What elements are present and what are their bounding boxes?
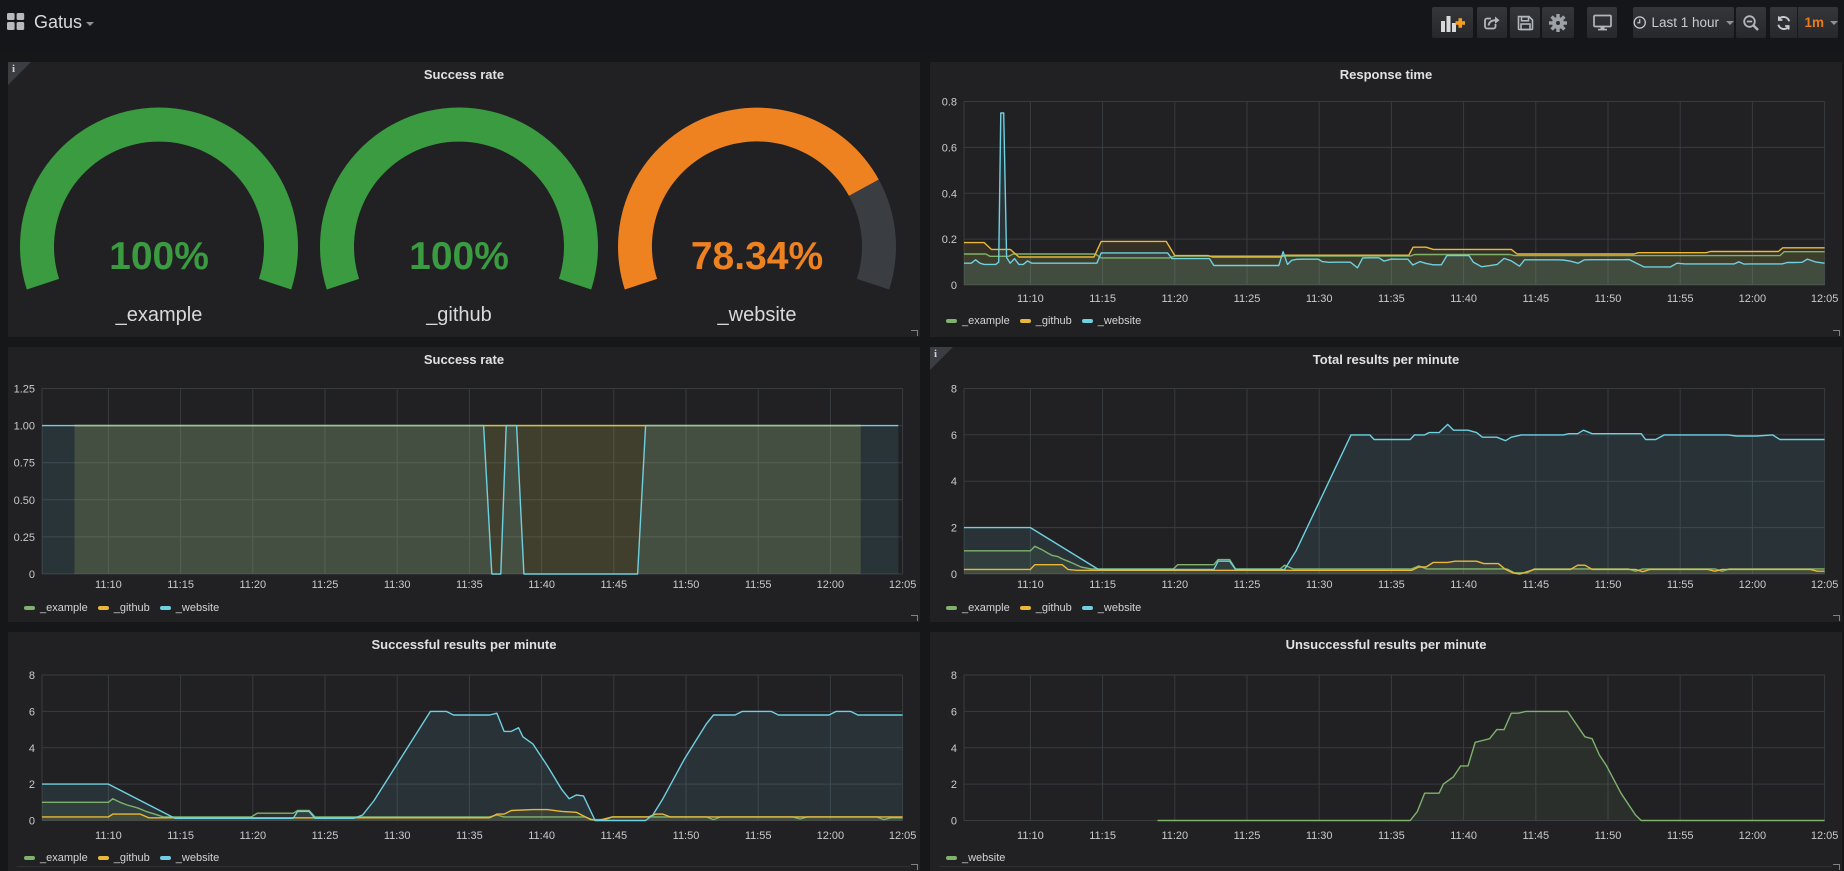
svg-text:11:45: 11:45: [1522, 830, 1549, 842]
svg-text:11:45: 11:45: [600, 579, 627, 591]
svg-text:8: 8: [951, 384, 957, 396]
svg-text:11:30: 11:30: [1306, 293, 1333, 305]
svg-text:11:35: 11:35: [1378, 293, 1405, 305]
svg-text:11:30: 11:30: [1306, 579, 1333, 591]
svg-text:11:40: 11:40: [528, 579, 555, 591]
svg-text:1.25: 1.25: [14, 384, 35, 396]
svg-text:11:25: 11:25: [1234, 293, 1261, 305]
svg-text:11:50: 11:50: [673, 830, 700, 842]
svg-text:11:40: 11:40: [1450, 830, 1477, 842]
svg-text:100%: 100%: [409, 235, 509, 278]
svg-text:4: 4: [951, 743, 957, 755]
svg-text:6: 6: [951, 706, 957, 718]
svg-text:78.34%: 78.34%: [691, 235, 823, 278]
svg-text:11:20: 11:20: [1161, 579, 1188, 591]
svg-text:0.75: 0.75: [14, 458, 35, 470]
svg-text:_website: _website: [717, 304, 797, 326]
svg-text:11:20: 11:20: [1161, 830, 1188, 842]
svg-text:12:05: 12:05: [889, 830, 917, 842]
svg-text:11:25: 11:25: [1234, 579, 1261, 591]
svg-text:11:10: 11:10: [95, 830, 122, 842]
svg-text:12:00: 12:00: [1739, 830, 1767, 842]
svg-text:11:20: 11:20: [1161, 293, 1188, 305]
svg-text:12:05: 12:05: [1811, 830, 1839, 842]
svg-text:11:15: 11:15: [1089, 293, 1116, 305]
svg-text:11:40: 11:40: [1450, 293, 1477, 305]
svg-text:11:10: 11:10: [1017, 579, 1044, 591]
svg-text:12:05: 12:05: [1811, 293, 1839, 305]
svg-text:11:35: 11:35: [456, 830, 483, 842]
svg-text:11:15: 11:15: [167, 579, 194, 591]
svg-text:11:55: 11:55: [1667, 293, 1694, 305]
svg-text:12:00: 12:00: [817, 579, 845, 591]
svg-text:11:45: 11:45: [1522, 579, 1549, 591]
svg-text:11:10: 11:10: [95, 579, 122, 591]
svg-text:11:30: 11:30: [384, 579, 411, 591]
svg-text:0.25: 0.25: [14, 532, 35, 544]
svg-text:4: 4: [29, 743, 35, 755]
svg-text:6: 6: [29, 706, 35, 718]
svg-text:11:45: 11:45: [1522, 293, 1549, 305]
svg-text:_github: _github: [425, 304, 492, 326]
svg-text:11:20: 11:20: [239, 579, 266, 591]
svg-text:11:55: 11:55: [745, 830, 772, 842]
svg-text:2: 2: [951, 779, 957, 791]
svg-text:11:25: 11:25: [312, 579, 339, 591]
svg-text:8: 8: [29, 670, 35, 682]
svg-text:11:25: 11:25: [312, 830, 339, 842]
svg-text:11:30: 11:30: [1306, 830, 1333, 842]
svg-text:11:40: 11:40: [528, 830, 555, 842]
svg-text:6: 6: [951, 430, 957, 442]
svg-text:12:05: 12:05: [1811, 579, 1839, 591]
svg-text:11:15: 11:15: [1089, 830, 1116, 842]
svg-text:12:00: 12:00: [1739, 293, 1767, 305]
svg-text:11:50: 11:50: [1595, 293, 1622, 305]
svg-text:0.6: 0.6: [942, 142, 957, 154]
svg-text:0: 0: [951, 569, 957, 581]
svg-text:11:25: 11:25: [1234, 830, 1261, 842]
svg-text:11:55: 11:55: [1667, 830, 1694, 842]
svg-text:11:20: 11:20: [239, 830, 266, 842]
svg-text:11:45: 11:45: [600, 830, 627, 842]
svg-text:11:35: 11:35: [1378, 830, 1405, 842]
svg-text:0: 0: [951, 280, 957, 292]
svg-text:11:55: 11:55: [745, 579, 772, 591]
svg-text:0: 0: [29, 816, 35, 828]
svg-text:0.2: 0.2: [942, 234, 957, 246]
svg-text:11:30: 11:30: [384, 830, 411, 842]
svg-text:12:00: 12:00: [817, 830, 845, 842]
svg-text:0.4: 0.4: [942, 188, 957, 200]
svg-text:_example: _example: [115, 304, 203, 326]
svg-text:1.00: 1.00: [14, 421, 35, 433]
svg-text:11:50: 11:50: [1595, 579, 1622, 591]
svg-text:11:10: 11:10: [1017, 293, 1044, 305]
svg-text:0: 0: [951, 816, 957, 828]
svg-text:12:00: 12:00: [1739, 579, 1767, 591]
svg-text:11:35: 11:35: [456, 579, 483, 591]
svg-text:0.8: 0.8: [942, 97, 957, 109]
svg-text:100%: 100%: [109, 235, 209, 278]
svg-text:11:55: 11:55: [1667, 579, 1694, 591]
svg-text:11:15: 11:15: [1089, 579, 1116, 591]
svg-text:4: 4: [951, 476, 957, 488]
svg-text:0: 0: [29, 569, 35, 581]
svg-text:11:15: 11:15: [167, 830, 194, 842]
svg-text:12:05: 12:05: [889, 579, 917, 591]
svg-text:11:40: 11:40: [1450, 579, 1477, 591]
svg-text:0.50: 0.50: [14, 495, 35, 507]
svg-text:11:50: 11:50: [1595, 830, 1622, 842]
svg-text:8: 8: [951, 670, 957, 682]
svg-text:2: 2: [951, 523, 957, 535]
svg-text:2: 2: [29, 779, 35, 791]
svg-text:11:10: 11:10: [1017, 830, 1044, 842]
svg-text:11:35: 11:35: [1378, 579, 1405, 591]
svg-text:11:50: 11:50: [673, 579, 700, 591]
